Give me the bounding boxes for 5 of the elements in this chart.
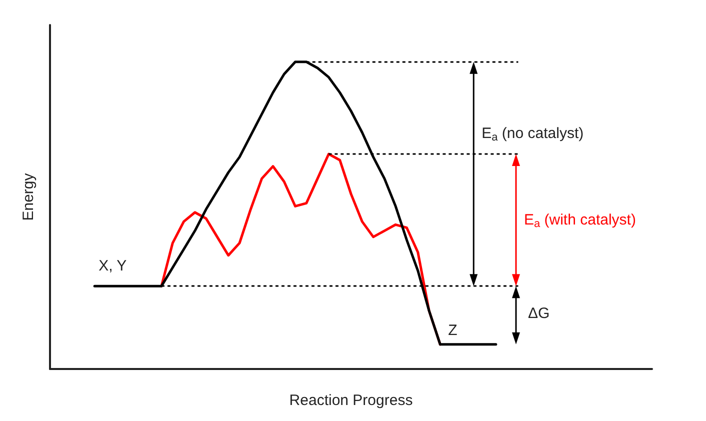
- annotation: X, Y: [98, 258, 127, 275]
- annotation: ΔG: [528, 304, 550, 322]
- y-axis-title: Energy: [20, 172, 37, 221]
- x-axis-title: Reaction Progress: [289, 392, 413, 409]
- annotation: Z: [448, 322, 458, 339]
